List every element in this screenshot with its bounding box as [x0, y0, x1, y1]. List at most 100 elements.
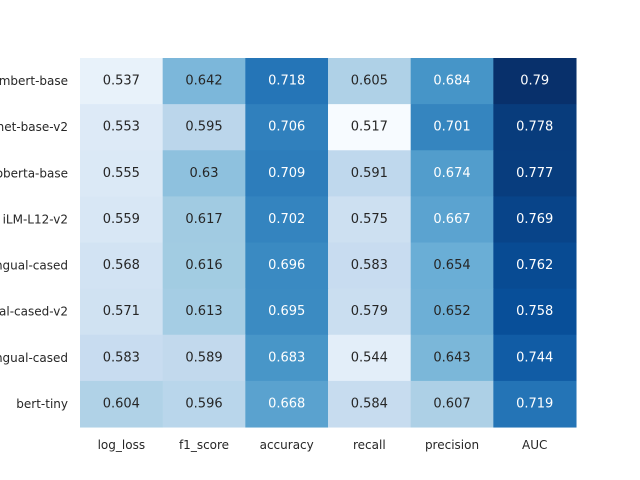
- cell-value-label-r1-c2: 0.706: [268, 120, 305, 135]
- cell-value-label-r7-c4: 0.607: [433, 396, 470, 411]
- cell-value-label-r4-c4: 0.654: [433, 258, 470, 273]
- heatmap-cell-r2-c1: [162, 150, 246, 197]
- row-label-0: mbert-base: [0, 74, 68, 88]
- cell-value-label-r1-c3: 0.517: [351, 120, 388, 135]
- heatmap-cell-r7-c0: [80, 380, 164, 428]
- heatmap-cells: 0.537 0.642 0.718 0.605 0.684 0.79 0.553 0.595 0…: [80, 58, 577, 428]
- heatmap-cell-r2-c4: [410, 150, 494, 197]
- heatmap-cell-r6-c1: [162, 334, 246, 382]
- heatmap-cell-r1-c4: [410, 104, 494, 151]
- cell-value-label-r7-c0: 0.604: [103, 396, 140, 411]
- cell-value-label-r7-c3: 0.584: [351, 396, 388, 411]
- heatmap-cell-r5-c0: [80, 288, 164, 336]
- cell-value-label-r5-c5: 0.758: [516, 304, 553, 319]
- row-label-5: al-cased-v2: [0, 305, 68, 319]
- heatmap-cell-r3-c0: [80, 196, 164, 244]
- column-label-2: accuracy: [260, 438, 314, 452]
- heatmap-cell-r2-c2: [245, 150, 329, 197]
- cell-value-label-r6-c5: 0.744: [516, 350, 553, 365]
- cell-value-label-r1-c4: 0.701: [433, 120, 470, 135]
- row-label-2: oberta-base: [0, 166, 68, 180]
- heatmap-cell-r0-c0: [80, 58, 164, 105]
- heatmap-cell-r7-c1: [162, 380, 246, 428]
- heatmap-cell-r6-c2: [245, 334, 329, 382]
- row-label-6: ngual-cased: [0, 351, 68, 365]
- heatmap-cell-r0-c3: [328, 58, 412, 105]
- row-label-4: ngual-cased: [0, 259, 68, 273]
- heatmap-cell-r4-c1: [162, 242, 246, 290]
- cell-value-label-r0-c0: 0.537: [103, 74, 140, 89]
- heatmap-cell-r1-c2: [245, 104, 329, 151]
- cell-value-label-r5-c1: 0.613: [185, 304, 222, 319]
- heatmap-cell-r3-c1: [162, 196, 246, 244]
- cell-value-label-r5-c4: 0.652: [433, 304, 470, 319]
- cell-value-label-r3-c3: 0.575: [351, 212, 388, 227]
- heatmap-cell-r2-c5: [493, 150, 577, 197]
- heatmap-cell-r4-c5: [493, 242, 577, 290]
- cell-value-label-r3-c0: 0.559: [103, 212, 140, 227]
- cell-value-label-r4-c0: 0.568: [103, 258, 140, 273]
- heatmap-cell-r4-c0: [80, 242, 164, 290]
- heatmap-cell-r2-c3: [328, 150, 412, 197]
- heatmap-cell-r6-c5: [493, 334, 577, 382]
- cell-value-label-r4-c1: 0.616: [185, 258, 222, 273]
- heatmap-cell-r5-c4: [410, 288, 494, 336]
- cell-value-label-r0-c5: 0.79: [520, 74, 549, 89]
- cell-value-label-r0-c3: 0.605: [351, 74, 388, 89]
- cell-value-label-r6-c0: 0.583: [103, 350, 140, 365]
- cell-value-label-r1-c0: 0.553: [103, 120, 140, 135]
- heatmap-cell-r6-c3: [328, 334, 412, 382]
- column-label-0: log_loss: [98, 438, 145, 452]
- heatmap-cell-r7-c5: [493, 380, 577, 428]
- heatmap-cell-r7-c2: [245, 380, 329, 428]
- cell-value-label-r5-c3: 0.579: [351, 304, 388, 319]
- cell-value-label-r6-c2: 0.683: [268, 350, 305, 365]
- column-label-3: recall: [353, 438, 386, 452]
- cell-value-label-r1-c1: 0.595: [185, 120, 222, 135]
- column-labels: log_loss f1_score accuracy recall precision A…: [98, 438, 548, 452]
- cell-value-label-r2-c3: 0.591: [351, 166, 388, 181]
- row-label-1: net-base-v2: [0, 120, 68, 134]
- row-label-7: bert-tiny: [16, 397, 68, 411]
- heatmap-cell-r6-c0: [80, 334, 164, 382]
- cell-value-label-r3-c2: 0.702: [268, 212, 305, 227]
- heatmap-cell-r7-c4: [410, 380, 494, 428]
- cell-value-label-r7-c1: 0.596: [185, 396, 222, 411]
- heatmap-cell-r1-c5: [493, 104, 577, 151]
- cell-value-label-r3-c1: 0.617: [185, 212, 222, 227]
- heatmap-cell-r1-c1: [162, 104, 246, 151]
- column-label-1: f1_score: [179, 438, 229, 452]
- cell-value-label-r2-c4: 0.674: [433, 166, 470, 181]
- cell-value-label-r0-c2: 0.718: [268, 74, 305, 89]
- heatmap-cell-r3-c5: [493, 196, 577, 244]
- heatmap-cell-r0-c1: [162, 58, 246, 105]
- column-label-5: AUC: [522, 438, 547, 452]
- heatmap-cell-r0-c2: [245, 58, 329, 105]
- cell-value-label-r7-c2: 0.668: [268, 396, 305, 411]
- column-label-4: precision: [425, 438, 479, 452]
- heatmap-cell-r5-c3: [328, 288, 412, 336]
- heatmap-cell-r5-c1: [162, 288, 246, 336]
- heatmap-cell-r7-c3: [328, 380, 412, 428]
- heatmap-cell-r3-c3: [328, 196, 412, 244]
- heatmap-cell-r4-c3: [328, 242, 412, 290]
- heatmap-cell-r3-c4: [410, 196, 494, 244]
- cell-value-label-r2-c1: 0.63: [190, 166, 219, 181]
- heatmap-cell-r3-c2: [245, 196, 329, 244]
- heatmap-cell-r4-c2: [245, 242, 329, 290]
- heatmap-cell-r4-c4: [410, 242, 494, 290]
- heatmap-cell-r6-c4: [410, 334, 494, 382]
- cell-value-label-r7-c5: 0.719: [516, 396, 553, 411]
- cell-value-label-r2-c2: 0.709: [268, 166, 305, 181]
- cell-value-label-r2-c5: 0.777: [516, 166, 553, 181]
- cell-value-label-r5-c2: 0.695: [268, 304, 305, 319]
- heatmap-cell-r0-c5: [493, 58, 577, 105]
- cell-value-label-r6-c4: 0.643: [433, 350, 470, 365]
- cell-value-label-r4-c5: 0.762: [516, 258, 553, 273]
- row-labels: mbert-base net-base-v2 oberta-base iLM-L12-…: [0, 74, 68, 411]
- row-label-3: iLM-L12-v2: [3, 212, 68, 226]
- heatmap-cell-r2-c0: [80, 150, 164, 197]
- cell-value-label-r4-c2: 0.696: [268, 258, 305, 273]
- cell-value-label-r3-c5: 0.769: [516, 212, 553, 227]
